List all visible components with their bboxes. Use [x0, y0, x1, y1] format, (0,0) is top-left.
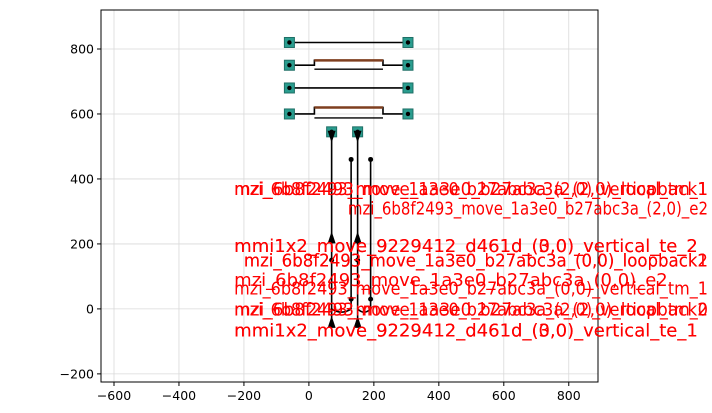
y-tick-label: 200	[70, 236, 94, 251]
x-tick-label: 200	[362, 388, 386, 403]
grating-pad-right-marker	[405, 63, 411, 68]
port-dot	[329, 257, 335, 263]
y-tick-label: 800	[70, 41, 94, 56]
port-label: mzi_6b8f2493_move_1a3e0_b27abc3a_(2,0)_v…	[234, 179, 708, 200]
port-arrow-up	[353, 231, 362, 244]
plot-frame	[100, 9, 599, 383]
x-tick-label: −200	[227, 388, 261, 403]
port-label: mzi_6b8f2493_move_1a3e0_b27abc3a_(0,0)_e…	[234, 270, 668, 291]
hairpin-bend	[331, 308, 352, 313]
x-tick-label: −600	[97, 388, 131, 403]
port-label: mmi1x2_move_9229412_d461d_(0,0)_vertical…	[234, 236, 698, 257]
port-dot	[355, 257, 361, 263]
y-tick-label: −200	[60, 366, 94, 381]
port-dot	[368, 156, 374, 162]
port-label: mmi1x2_move_9229412_d461d_(3,0)_vertical…	[234, 236, 698, 257]
port-dot	[348, 296, 354, 302]
grating-pad-left-marker	[287, 111, 292, 117]
y-tick-label: 600	[70, 106, 94, 121]
x-tick-label: 800	[557, 388, 581, 403]
grating-pad-right-marker	[405, 111, 411, 117]
port-label: mzi_6b8f2493_move_1a3e0_b27abc3a_(0,0)_l…	[244, 251, 708, 272]
x-tick-label: 600	[492, 388, 516, 403]
y-tick-label: 400	[70, 171, 94, 186]
port-label: mzi_6b8f2493_move_1a3e0_b27abc3a_(0,0)_l…	[244, 251, 708, 272]
port-label: mzi_6b8f2493_move_1a3e0_b27abc3a_(0,0)_v…	[234, 278, 708, 299]
axes	[100, 9, 599, 383]
grating-pad-left-marker	[287, 63, 292, 68]
port-dot	[368, 296, 374, 302]
x-tick-label: −400	[162, 388, 196, 403]
port-dot	[348, 156, 354, 162]
port-arrow-up	[327, 315, 336, 328]
axis-ticks: −600 −400 −200 0 200 400 600 800 −200 0 200 400 600 8…	[60, 41, 581, 403]
port-label: mzi_6b8f2493_move_1a3e0_b27abc3a_(2,0)_v…	[234, 299, 708, 320]
port-arrow-down	[327, 130, 336, 143]
port-arrow-up	[353, 315, 362, 328]
x-tick-label: 400	[427, 388, 451, 403]
y-tick-label: 0	[86, 301, 94, 316]
grating-pad-left-marker	[287, 85, 292, 91]
port-labels: mzi_6b8f2493_move_1a3e0_b27abc3a_(2,0)_l…	[234, 179, 708, 341]
x-tick-label: 0	[305, 388, 313, 403]
port-label: mmi1x2_move_9229412_d461d_(3,0)_vertical…	[234, 321, 698, 342]
port-label: mzi_6b8f2493_move_1a3e0_b27abc3a_(2,0)_e…	[348, 199, 708, 220]
port-label: mmi1x2_move_9229412_d461d_(0,0)_vertical…	[234, 321, 698, 342]
grating-pad-left-marker	[287, 40, 292, 45]
port-arrow-up	[327, 231, 336, 244]
grating-pad-right-marker	[405, 85, 411, 91]
grid	[101, 10, 598, 382]
port-label: mzi_6b8f2493_move_1a3e0_b27abc3a_(2,0)_l…	[234, 179, 708, 200]
device-layout	[283, 36, 414, 328]
hairpin-bend	[357, 308, 372, 313]
port-arrow-down	[353, 130, 362, 143]
port-label: mzi_6b8f2493_move_1a3e0_b27abc3a_(2,0)_l…	[234, 299, 708, 320]
grating-pad-right-marker	[405, 40, 411, 45]
